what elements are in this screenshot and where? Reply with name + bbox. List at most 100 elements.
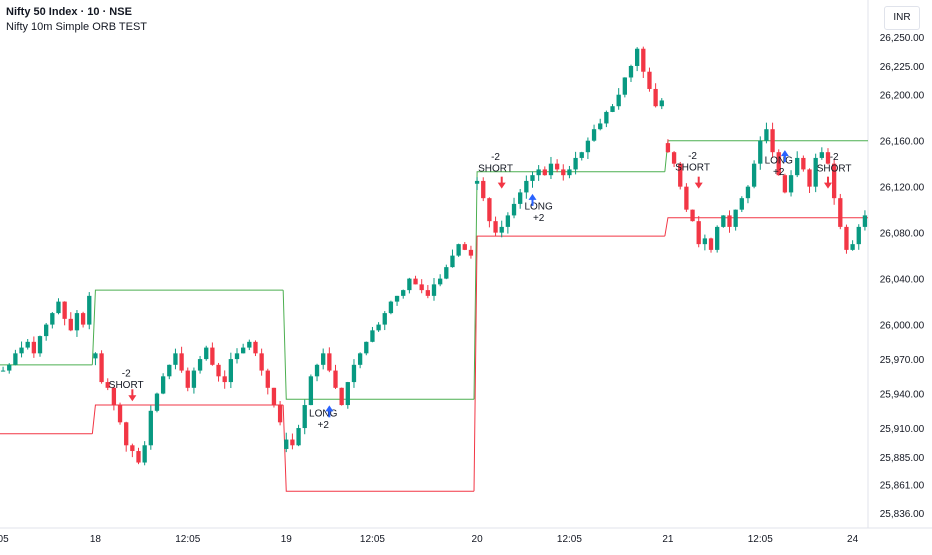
- candle-body: [616, 94, 621, 107]
- orb-high-line: [473, 171, 665, 400]
- indicator-name: Nifty 10m Simple ORB TEST: [6, 21, 147, 33]
- signal-label: SHORT: [675, 163, 710, 174]
- candle-body: [222, 376, 227, 383]
- candle-body: [518, 192, 523, 204]
- candle-body: [401, 290, 406, 296]
- candle-body: [277, 405, 283, 423]
- signal-label: -2: [688, 151, 697, 162]
- chart-title: Nifty 50 Index · 10 · NSE: [6, 6, 132, 18]
- candle-body: [105, 382, 110, 388]
- candle-body: [450, 255, 455, 268]
- y-tick-label: 25,861.00: [880, 480, 925, 491]
- candle-body: [628, 65, 634, 78]
- y-tick-label: 26,225.00: [880, 62, 925, 73]
- y-tick-label: 25,970.00: [880, 355, 925, 366]
- candle-body: [394, 295, 400, 302]
- orb-low-line: [91, 404, 284, 434]
- candle-body: [850, 244, 855, 250]
- candle-body: [684, 186, 689, 210]
- candle-body: [50, 313, 55, 325]
- candle-body: [585, 140, 591, 153]
- candle-body: [56, 301, 61, 314]
- signal-label: SHORT: [478, 164, 513, 175]
- candle-body: [481, 180, 486, 199]
- candle-body: [579, 152, 584, 158]
- candle-body: [37, 336, 43, 354]
- candle-body: [468, 249, 474, 256]
- candle-body: [622, 77, 627, 95]
- x-tick-label: 05: [0, 534, 9, 545]
- candle-body: [739, 198, 744, 210]
- candle-body: [154, 393, 160, 411]
- candle-body: [548, 163, 554, 176]
- candle-body: [197, 359, 203, 371]
- candle-body: [173, 353, 178, 365]
- candle-body: [216, 364, 221, 377]
- candle-body: [370, 330, 375, 342]
- signal-label: LONG: [524, 202, 553, 213]
- candle-body: [425, 290, 430, 296]
- signal-label: LONG: [309, 409, 338, 420]
- orb-low-line: [473, 235, 665, 492]
- candle-body: [567, 169, 572, 176]
- candle-body: [271, 387, 277, 406]
- candle-body: [487, 198, 492, 222]
- long-arrow-head-icon: [325, 405, 334, 412]
- candle-body: [0, 370, 6, 372]
- orb-high-line: [91, 289, 284, 365]
- short-arrow-head-icon: [497, 182, 506, 189]
- candle-body: [782, 175, 788, 193]
- candle-body: [499, 226, 504, 233]
- candle-body: [733, 209, 738, 227]
- candle-body: [68, 318, 73, 331]
- x-tick-label: 24: [847, 534, 859, 545]
- currency-button[interactable]: INR: [884, 6, 920, 30]
- candle-body: [825, 152, 831, 164]
- candle-body: [819, 152, 824, 158]
- signal-label: SHORT: [817, 164, 852, 175]
- candle-body: [511, 203, 517, 216]
- candle-body: [253, 341, 258, 354]
- x-tick-label: 20: [472, 534, 484, 545]
- x-tick-label: 21: [662, 534, 674, 545]
- candle-body: [339, 387, 344, 406]
- candle-body: [776, 152, 781, 176]
- x-tick-label: 12:05: [557, 534, 582, 545]
- candle-body: [653, 88, 658, 107]
- candle-body: [210, 347, 215, 365]
- candle-body: [524, 180, 529, 193]
- y-tick-label: 26,200.00: [880, 91, 925, 102]
- candle-body: [536, 169, 541, 176]
- candle-body: [265, 370, 270, 388]
- candle-body: [838, 198, 843, 227]
- short-arrow-head-icon: [128, 395, 137, 402]
- signal-label: +2: [773, 167, 785, 178]
- signal-label: +2: [317, 420, 329, 431]
- candle-body: [327, 353, 332, 371]
- candle-body: [228, 359, 234, 383]
- y-tick-label: 25,940.00: [880, 390, 925, 401]
- candle-body: [62, 301, 67, 319]
- candle-body: [801, 157, 806, 170]
- x-tick-label: 12:05: [175, 534, 200, 545]
- y-tick-label: 25,885.00: [880, 453, 925, 464]
- candle-body: [641, 48, 646, 72]
- candle-body: [721, 215, 726, 227]
- long-arrow-head-icon: [780, 150, 789, 157]
- candle-body: [31, 341, 37, 354]
- candle-body: [530, 175, 535, 181]
- y-tick-label: 26,160.00: [880, 137, 925, 148]
- long-arrow-head-icon: [528, 193, 537, 200]
- candle-body: [591, 129, 597, 141]
- candle-body: [610, 106, 615, 112]
- x-tick-label: 12:05: [360, 534, 385, 545]
- candle-body: [321, 353, 326, 365]
- candle-body: [764, 129, 769, 141]
- candle-body: [247, 341, 252, 348]
- orb-high-line: [282, 290, 475, 400]
- candle-body: [788, 175, 794, 193]
- orb-low-line: [282, 405, 475, 492]
- candle-body: [136, 451, 141, 463]
